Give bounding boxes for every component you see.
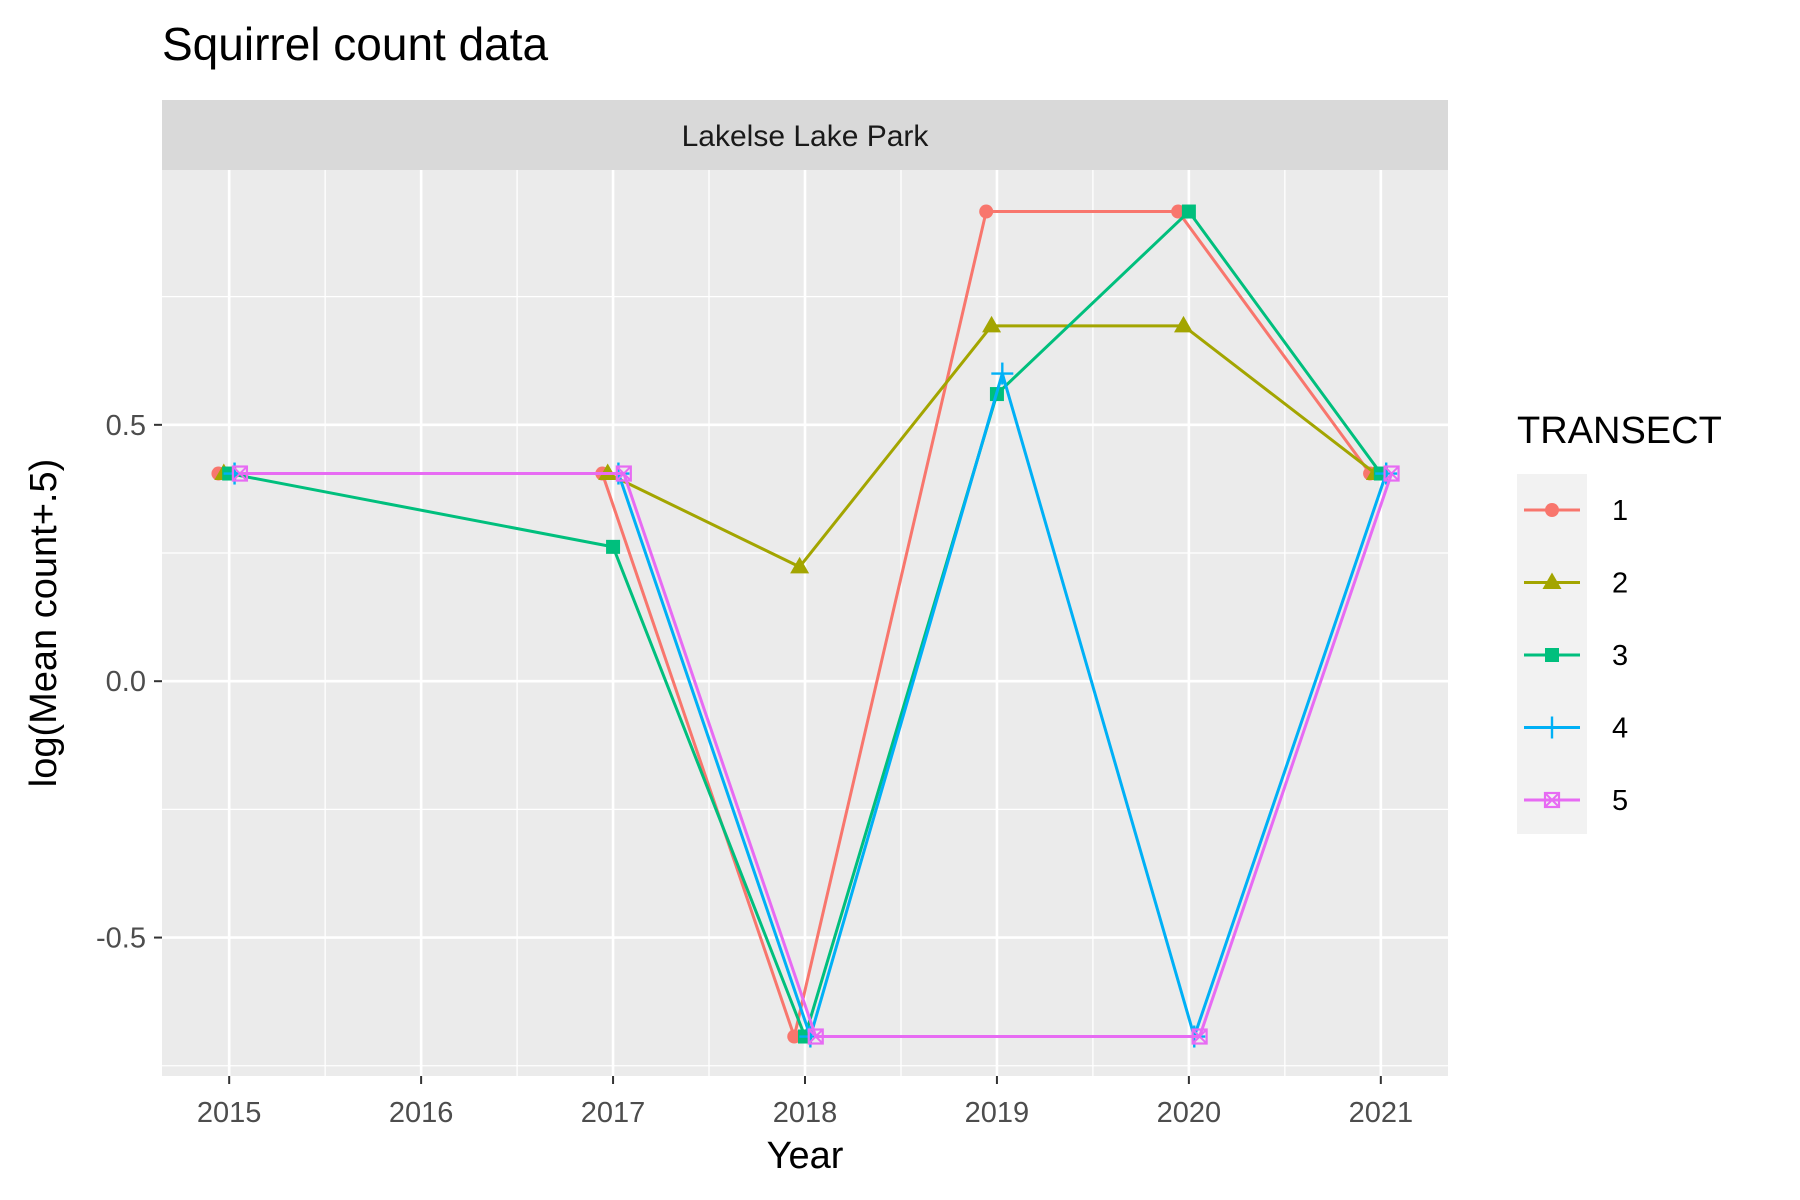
legend-label: 3 — [1612, 640, 1628, 672]
data-point-5 — [1383, 465, 1400, 482]
facet-label: Lakelse Lake Park — [682, 120, 930, 153]
legend-marker — [1543, 791, 1561, 809]
legend-marker — [1541, 716, 1563, 739]
data-point-5 — [231, 465, 249, 482]
major-gridlines — [162, 170, 1448, 1076]
data-point-2 — [598, 463, 618, 481]
data-point-1 — [979, 204, 994, 219]
series-line-3 — [228, 210, 1383, 1039]
legend-item-4: 4 — [1524, 713, 1628, 745]
x-tick-label: 2019 — [965, 1097, 1030, 1129]
data-point-3 — [1181, 204, 1196, 219]
x-tick-label: 2018 — [773, 1097, 838, 1129]
facet-strip — [162, 100, 1448, 170]
legend-marker — [1545, 648, 1559, 662]
legend: 1 2 3 4 5 — [1517, 474, 1628, 834]
series-layer — [211, 204, 1400, 1048]
y-tick-label: 0.0 — [106, 666, 146, 698]
chart-title: Squirrel count data — [162, 18, 549, 70]
legend-label: 5 — [1612, 785, 1628, 817]
data-point-3 — [606, 539, 621, 554]
legend-marker — [1542, 572, 1562, 589]
legend-item-2: 2 — [1524, 568, 1628, 600]
legend-title: TRANSECT — [1517, 410, 1722, 452]
data-point-2 — [1174, 315, 1194, 333]
x-tick-label: 2021 — [1349, 1097, 1414, 1129]
legend-marker — [1545, 503, 1559, 517]
y-tick-labels: -0.5 0.0 0.5 — [96, 410, 146, 955]
y-axis-title: log(Mean count+.5) — [23, 459, 65, 787]
data-point-2 — [982, 315, 1002, 333]
legend-item-1: 1 — [1524, 495, 1628, 527]
x-tick-labels: 2015 2016 2017 2018 2019 2020 2021 — [197, 1097, 1413, 1129]
data-point-2 — [790, 556, 810, 574]
data-point-5 — [615, 465, 632, 482]
x-axis-title: Year — [767, 1135, 844, 1177]
data-point-5 — [807, 1028, 824, 1045]
data-point-4 — [991, 362, 1014, 385]
y-tick-label: -0.5 — [96, 923, 146, 955]
legend-label: 2 — [1612, 568, 1628, 600]
legend-label: 4 — [1612, 713, 1628, 745]
x-tick-label: 2020 — [1157, 1097, 1222, 1129]
x-tick-label: 2017 — [581, 1097, 646, 1129]
legend-item-5: 5 — [1524, 785, 1628, 817]
x-tick-label: 2015 — [197, 1097, 262, 1129]
legend-item-3: 3 — [1524, 640, 1628, 672]
y-tick-label: 0.5 — [106, 410, 146, 442]
data-point-1 — [1171, 204, 1186, 219]
data-point-5 — [1191, 1028, 1208, 1045]
data-point-1 — [787, 1029, 802, 1044]
axis-ticks — [154, 423, 1382, 1084]
x-tick-label: 2016 — [389, 1097, 454, 1129]
legend-label: 1 — [1612, 495, 1628, 527]
